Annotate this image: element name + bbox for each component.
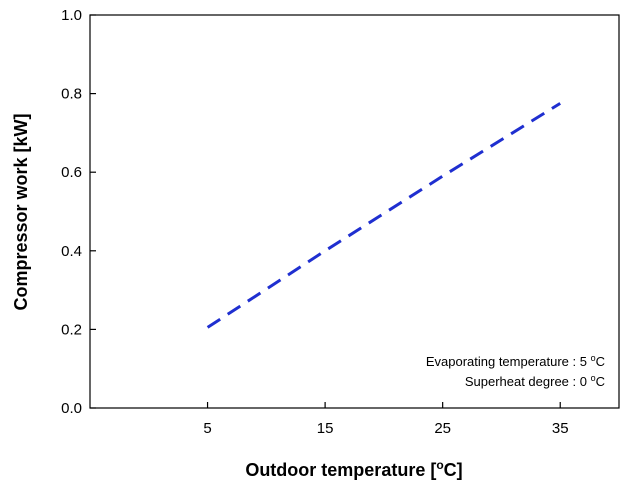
y-tick-label: 0.4 [61, 243, 82, 260]
x-tick-label: 35 [552, 420, 569, 437]
y-tick-label: 1.0 [61, 7, 82, 24]
y-tick-label: 0.0 [61, 400, 82, 417]
x-axis: 5 15 25 35 [203, 402, 569, 437]
annotation-evaporating-temperature: Evaporating temperature : 5 oC [426, 353, 605, 369]
x-tick-label: 5 [203, 420, 211, 437]
series-line-0 [206, 102, 561, 329]
series-layer [206, 102, 561, 329]
x-axis-title: Outdoor temperature [oC] [245, 458, 462, 480]
y-axis-title: Compressor work [kW] [11, 113, 31, 310]
x-tick-label: 25 [434, 420, 451, 437]
x-tick-label: 15 [317, 420, 334, 437]
plot-frame [89, 14, 620, 409]
y-tick-label: 0.8 [61, 86, 82, 103]
y-tick-label: 0.6 [61, 164, 82, 181]
y-tick-label: 0.2 [61, 321, 82, 338]
annotation-superheat-degree: Superheat degree : 0 oC [465, 373, 605, 389]
y-axis: 0.0 0.2 0.4 0.6 0.8 1.0 [61, 7, 96, 417]
